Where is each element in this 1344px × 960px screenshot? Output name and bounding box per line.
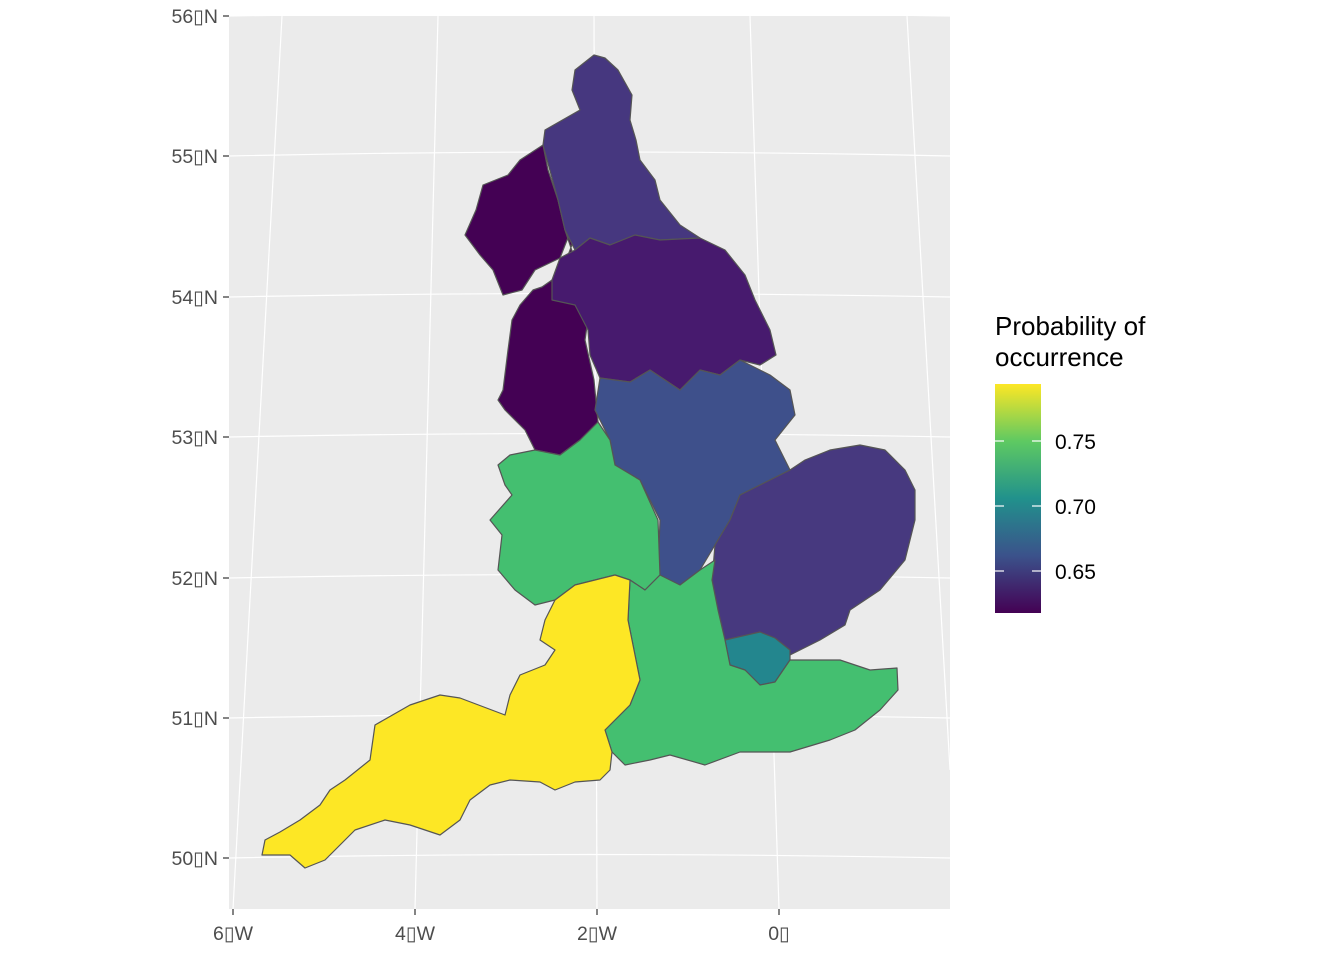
x-tick-4w: 4▯W bbox=[395, 909, 436, 945]
y-tick-55: 55▯N bbox=[171, 146, 229, 168]
x-tick-6w: 6▯W bbox=[213, 909, 254, 945]
graticule-lat-56 bbox=[228, 12, 951, 17]
graticule-lat-50 bbox=[228, 853, 951, 859]
x-tick-2w: 2▯W bbox=[577, 909, 618, 945]
y-tick-56: 56▯N bbox=[171, 6, 229, 28]
region-east-of-england bbox=[711, 444, 916, 656]
y-tick-label: 55▯N bbox=[171, 146, 218, 168]
legend-label-0-75: 0.75 bbox=[1055, 431, 1096, 454]
legend-label-0-65: 0.65 bbox=[1055, 561, 1096, 584]
legend-ticks bbox=[995, 440, 1041, 572]
legend-label-0-70: 0.70 bbox=[1055, 496, 1096, 519]
legend-title-line1: Probability of bbox=[995, 311, 1146, 341]
region-west-midlands bbox=[489, 421, 661, 606]
y-tick-label: 50▯N bbox=[171, 848, 218, 870]
y-tick-label: 52▯N bbox=[171, 568, 218, 590]
x-tick-label: 2▯W bbox=[577, 923, 618, 945]
legend: Probability of occurrence 0.75 0.70 0.65 bbox=[995, 311, 1146, 613]
legend-title-line2: occurrence bbox=[995, 342, 1124, 372]
region-south-west bbox=[261, 574, 641, 869]
graticule-lon-2e bbox=[906, 15, 951, 771]
x-tick-label: 0▯ bbox=[768, 923, 790, 945]
y-tick-52: 52▯N bbox=[171, 568, 229, 590]
x-tick-0: 0▯ bbox=[768, 909, 790, 945]
y-tick-54: 54▯N bbox=[171, 287, 229, 309]
x-axis: 6▯W 4▯W 2▯W 0▯ bbox=[213, 909, 790, 945]
y-tick-51: 51▯N bbox=[171, 708, 229, 730]
y-tick-label: 54▯N bbox=[171, 287, 218, 309]
y-tick-label: 51▯N bbox=[171, 708, 218, 730]
x-tick-label: 4▯W bbox=[395, 923, 436, 945]
regions bbox=[261, 54, 916, 869]
y-tick-label: 53▯N bbox=[171, 427, 218, 449]
region-south-east bbox=[604, 559, 899, 766]
y-tick-53: 53▯N bbox=[171, 427, 229, 449]
y-tick-50: 50▯N bbox=[171, 848, 229, 870]
graticule-lon-6w bbox=[232, 15, 283, 910]
legend-colorbar bbox=[995, 384, 1041, 613]
x-tick-label: 6▯W bbox=[213, 923, 254, 945]
y-tick-label: 56▯N bbox=[171, 6, 218, 28]
y-axis: 56▯N 55▯N 54▯N 53▯N 52▯N 51▯N 50▯N bbox=[171, 6, 229, 870]
